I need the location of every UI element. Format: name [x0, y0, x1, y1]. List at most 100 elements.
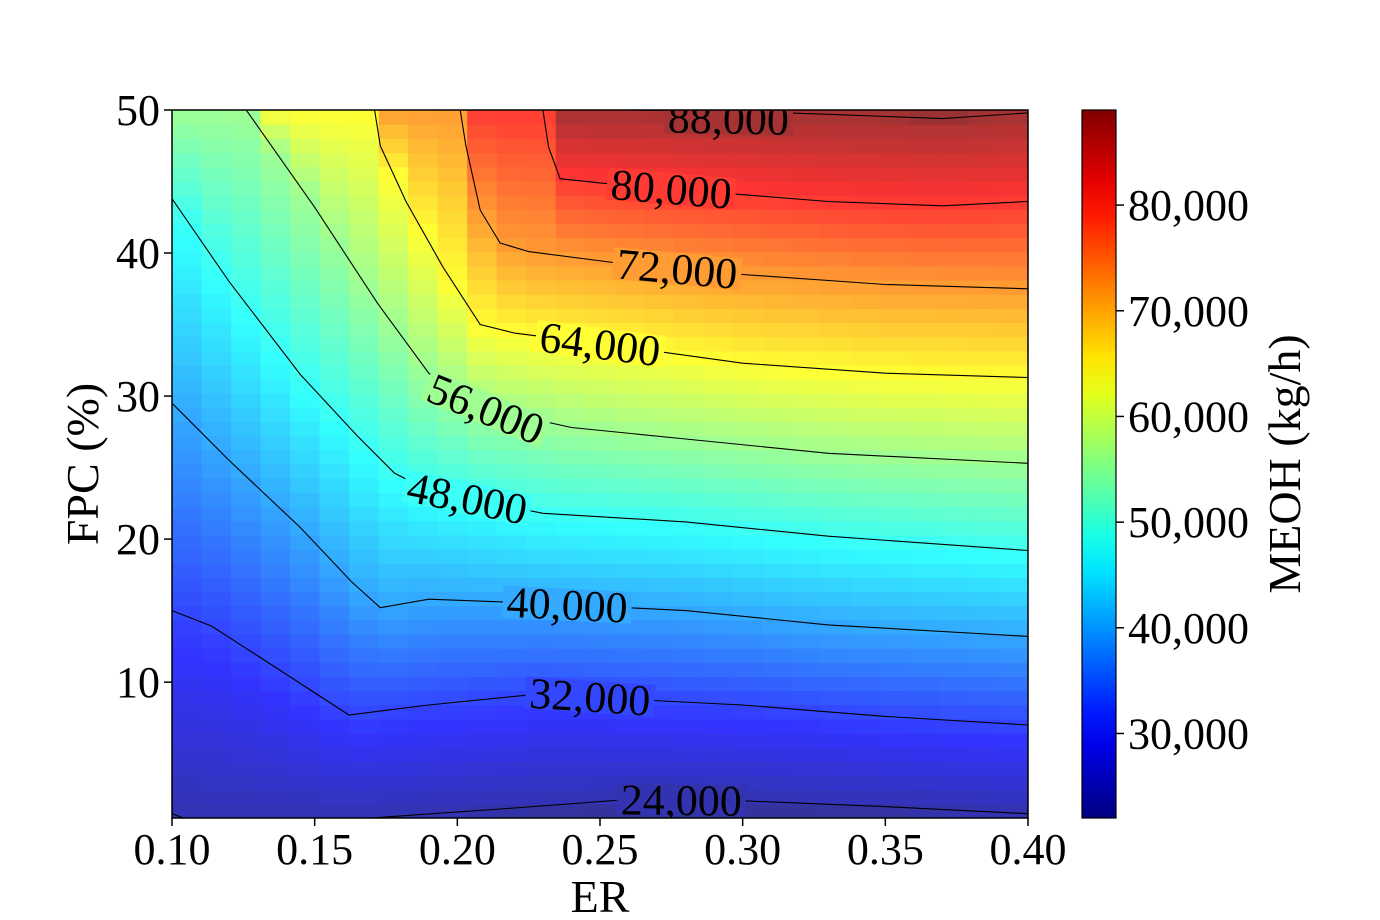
heatmap-cell	[231, 279, 262, 295]
contour-label-48000: 48,000	[400, 463, 534, 535]
heatmap-cell	[880, 520, 911, 536]
heatmap-cell	[585, 478, 616, 493]
heatmap-cell	[467, 718, 498, 734]
heatmap-cell	[968, 803, 1000, 818]
heatmap-cell	[231, 662, 262, 677]
heatmap-cell	[939, 336, 970, 352]
heatmap-cell	[732, 591, 763, 607]
heatmap-cell	[467, 110, 498, 125]
heatmap-cell	[349, 591, 380, 607]
heatmap-cell	[349, 138, 380, 154]
heatmap-cell	[673, 237, 704, 253]
heatmap-cell	[673, 294, 704, 309]
heatmap-cell	[850, 393, 882, 408]
heatmap-cell	[467, 279, 498, 295]
heatmap-cell	[201, 251, 232, 267]
heatmap-cell	[762, 464, 793, 479]
heatmap-cell	[850, 789, 882, 805]
heatmap-cell	[585, 294, 616, 309]
heatmap-cell	[998, 563, 1028, 578]
heatmap-cell	[998, 279, 1028, 295]
heatmap-cell	[260, 237, 291, 253]
heatmap-cell	[821, 662, 852, 677]
heatmap-cell	[172, 407, 203, 423]
heatmap-cell	[437, 449, 468, 465]
heatmap-cell	[172, 138, 203, 154]
heatmap-cell	[644, 563, 675, 578]
heatmap-cell	[791, 265, 822, 281]
heatmap-cell	[821, 237, 852, 253]
heatmap-cell	[231, 166, 262, 182]
heatmap-cell	[555, 619, 586, 635]
heatmap-cell	[467, 803, 498, 818]
heatmap-cell	[201, 690, 232, 706]
heatmap-cell	[378, 733, 409, 748]
heatmap-cell	[644, 648, 675, 663]
heatmap-cell	[555, 124, 586, 139]
heatmap-cell	[880, 166, 911, 182]
heatmap-cell	[231, 308, 262, 323]
heatmap-cell	[644, 662, 675, 677]
heatmap-cell	[968, 421, 1000, 437]
heatmap-cell	[201, 633, 232, 649]
y-tick-label: 30	[116, 372, 160, 421]
heatmap-cell	[968, 294, 1000, 309]
heatmap-cell	[880, 265, 911, 281]
heatmap-cell	[614, 633, 645, 649]
heatmap-cell	[349, 124, 380, 139]
heatmap-cell	[880, 704, 911, 720]
heatmap-cell	[909, 194, 941, 210]
heatmap-cell	[408, 605, 439, 621]
heatmap-cell	[644, 237, 675, 253]
heatmap-cell	[526, 648, 557, 663]
heatmap-cell	[231, 718, 262, 734]
heatmap-cell	[378, 506, 409, 522]
heatmap-cell	[998, 577, 1028, 593]
heatmap-cell	[850, 591, 882, 607]
heatmap-cell	[231, 364, 262, 380]
heatmap-cell	[496, 662, 527, 677]
heatmap-cell	[673, 152, 704, 168]
heatmap-cell	[467, 548, 498, 564]
heatmap-cell	[850, 478, 882, 493]
heatmap-cell	[496, 478, 527, 493]
heatmap-cell	[378, 534, 409, 550]
heatmap-cell	[614, 492, 645, 508]
heatmap-cell	[880, 464, 911, 479]
heatmap-cell	[880, 761, 911, 777]
heatmap-cell	[850, 548, 882, 564]
heatmap-cell	[319, 279, 350, 295]
heatmap-cell	[172, 110, 203, 125]
heatmap-cell	[467, 690, 498, 706]
heatmap-cell	[909, 648, 941, 663]
heatmap-cell	[909, 251, 941, 267]
heatmap-cell	[408, 733, 439, 748]
heatmap-cell	[231, 393, 262, 408]
heatmap-cell	[585, 407, 616, 423]
heatmap-cell	[673, 761, 704, 777]
heatmap-cell	[703, 676, 734, 692]
heatmap-cell	[290, 110, 321, 125]
heatmap-cell	[319, 124, 350, 139]
heatmap-cell	[526, 393, 557, 408]
heatmap-cell	[880, 534, 911, 550]
heatmap-cell	[939, 393, 970, 408]
heatmap-cell	[968, 648, 1000, 663]
heatmap-cell	[555, 492, 586, 508]
heatmap-cell	[437, 577, 468, 593]
heatmap-cell	[467, 619, 498, 635]
x-tick-label: 0.40	[990, 825, 1067, 874]
heatmap-cell	[909, 492, 941, 508]
heatmap-cell	[880, 223, 911, 239]
heatmap-cell	[821, 775, 852, 791]
heatmap-cell	[349, 747, 380, 762]
heatmap-cell	[172, 633, 203, 649]
heatmap-cell	[732, 506, 763, 522]
heatmap-cell	[437, 563, 468, 578]
heatmap-cell	[732, 605, 763, 621]
heatmap-cell	[378, 633, 409, 649]
heatmap-cell	[172, 478, 203, 493]
heatmap-cell	[555, 577, 586, 593]
heatmap-cell	[496, 279, 527, 295]
heatmap-cell	[260, 279, 291, 295]
